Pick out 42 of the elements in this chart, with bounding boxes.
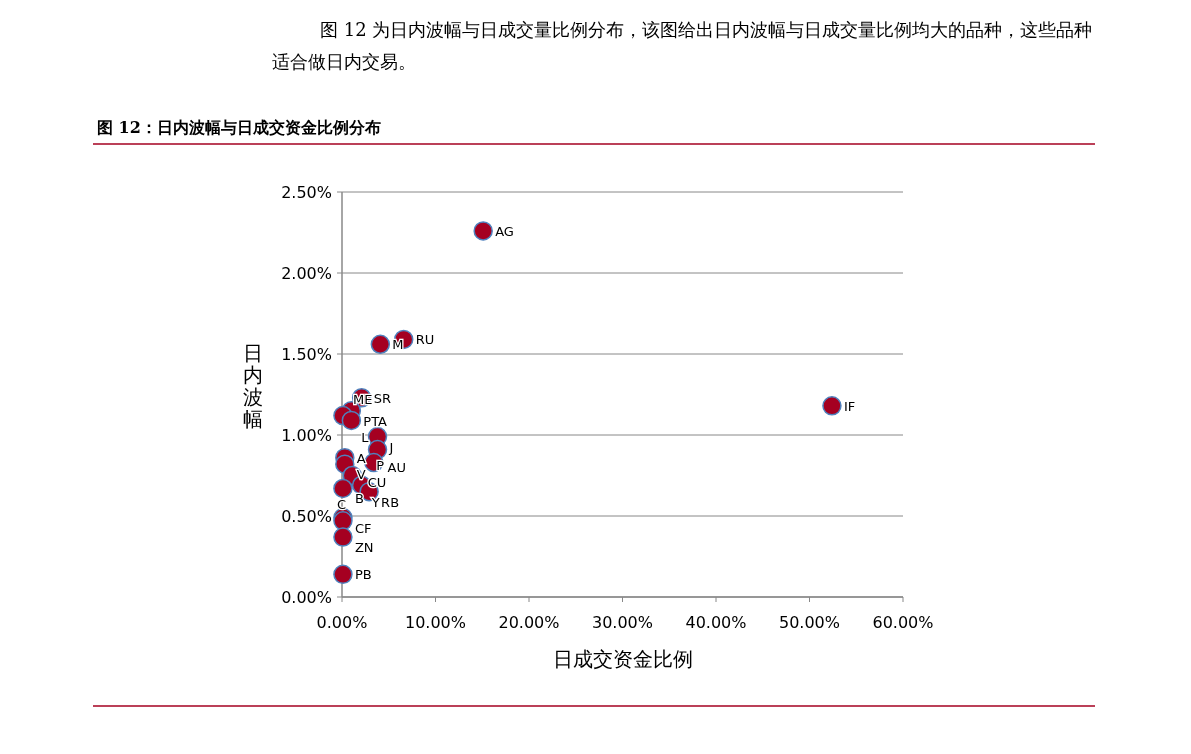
y-tick-label: 2.50% (281, 183, 332, 202)
annotation: B (354, 491, 364, 507)
annotation: IF (843, 398, 856, 414)
point (822, 396, 842, 416)
annotation: ZN (354, 540, 374, 556)
x-tick-label: 40.00% (685, 613, 747, 632)
x-tick-label: 20.00% (498, 613, 560, 632)
y-tick-label: 1.50% (281, 345, 332, 364)
y-tick-label: 1.00% (281, 426, 332, 445)
x-axis-title: 日成交资金比例 (552, 647, 693, 671)
x-tick-label: 10.00% (404, 613, 467, 632)
y-axis-title: 日内波幅 (243, 341, 263, 431)
y-tick-label: 2.00% (281, 264, 332, 283)
y-tick-label: 0.50% (281, 507, 332, 526)
annotation: AU (387, 459, 406, 475)
point (333, 564, 353, 585)
point (333, 478, 353, 499)
caption: 图 12 为日内波幅与日成交量比例分布，该图给出日内波幅与日成交量比例均大的品种，这些品种适合做日内交易。 (272, 18, 1094, 74)
chart-title: 图 12：日内波幅与日成交资金比例分布 (97, 118, 381, 137)
y-tick-label: 0.00% (281, 588, 332, 607)
point (473, 221, 493, 241)
x-tick-label: 60.00% (872, 613, 934, 632)
point (333, 527, 353, 547)
point (370, 334, 391, 355)
annotation: A (356, 450, 366, 466)
annotation: PB (354, 567, 372, 583)
annotation: C (336, 496, 346, 512)
annotation: PTA (363, 413, 387, 429)
annotation: M (392, 337, 404, 353)
annotation: J (389, 439, 394, 455)
annotation: AG (495, 223, 514, 239)
point (341, 410, 362, 431)
annotation: Y (371, 495, 380, 511)
x-tick-label: 0.00% (316, 613, 368, 632)
x-tick-label: 30.00% (591, 613, 654, 632)
annotation: V (356, 467, 366, 483)
annotation: RU (415, 332, 435, 348)
annotation: RB (381, 494, 400, 510)
annotation: SR (373, 390, 391, 406)
annotation: CF (354, 520, 372, 536)
annotation: L (361, 430, 369, 446)
x-tick-label: 50.00% (778, 613, 841, 632)
